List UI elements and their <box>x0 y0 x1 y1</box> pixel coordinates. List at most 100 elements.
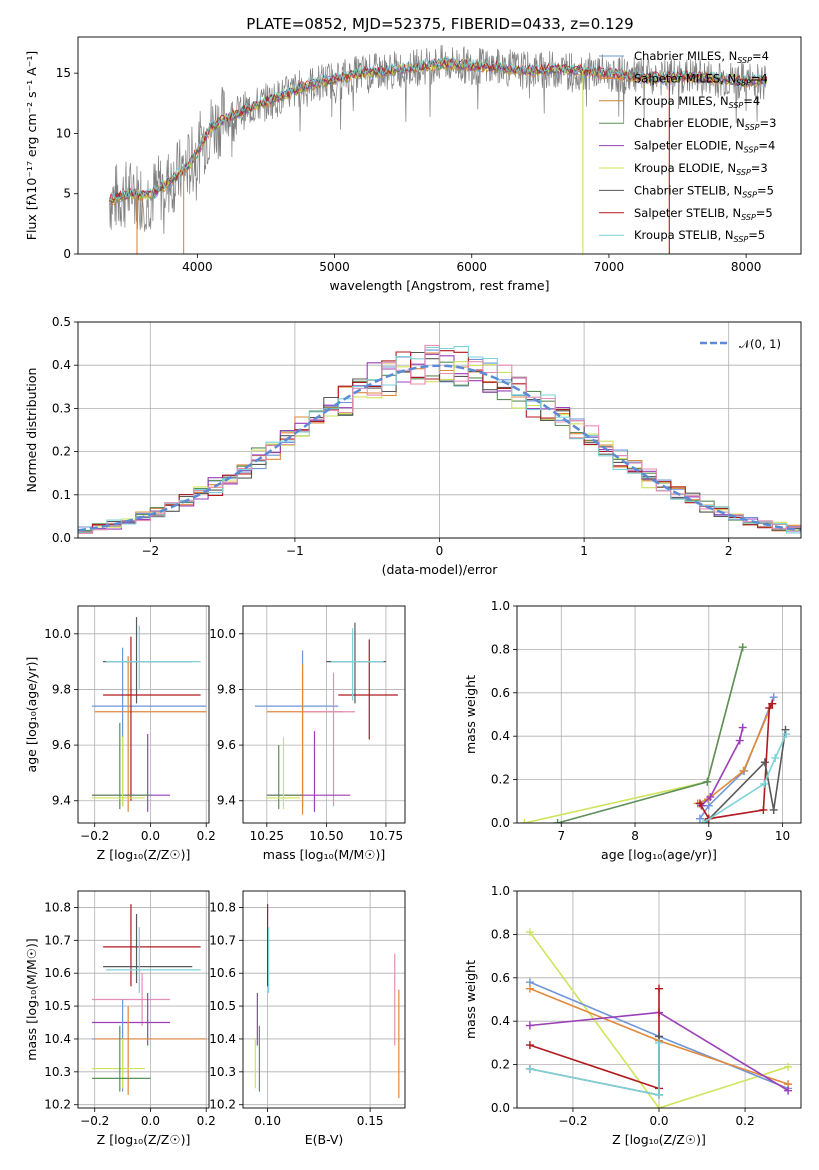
axes-frame <box>77 605 210 824</box>
y-axis-label: mass weight <box>463 960 478 1039</box>
axes-frame <box>77 890 210 1109</box>
plot-area <box>254 904 400 1099</box>
x-tick-label: 4000 <box>182 260 213 274</box>
x-tick-label: 0 <box>436 544 444 558</box>
legend: Chabrier MILES, NSSP=4 Salpeter MILES, NS… <box>599 49 776 244</box>
model-line-kroupa-elodie <box>109 57 768 203</box>
y-tick-label: 9.4 <box>52 794 71 808</box>
weight-marker <box>784 1062 793 1071</box>
panel-spectrum: 4000 5000 6000 7000 8000 0 5 10 15 wavelength [An… <box>24 36 802 293</box>
legend-label: Chabrier STELIB, NSSP=5 <box>634 183 774 199</box>
x-tick-label: −1 <box>286 544 304 558</box>
errorbar-point <box>91 722 151 810</box>
weight-line <box>529 1042 660 1096</box>
errorbar-point <box>91 1025 151 1092</box>
x-tick-label: 10 <box>775 829 790 843</box>
x-tick-label: 7 <box>557 829 565 843</box>
legend-label: 𝒩(0, 1) <box>739 337 781 351</box>
y-tick-label: 0.8 <box>491 642 510 656</box>
weight-marker <box>765 703 774 712</box>
weight-marker <box>695 799 704 808</box>
panel-residuals: −2 −1 0 1 2 0.0 0.1 0.2 0.3 0.4 0.5 (data-model)/er… <box>24 315 802 577</box>
y-tick-label: 10.0 <box>44 627 71 641</box>
plot-area <box>91 904 207 1095</box>
panel-age_vs_mass: 10.25 10.50 10.75 9.4 9.6 9.8 10.0 mass [log₁₀(… <box>209 605 406 862</box>
legend-label: Chabrier MILES, NSSP=4 <box>634 49 769 65</box>
weight-marker <box>655 1104 663 1108</box>
plot-area <box>520 643 791 823</box>
weight-marker <box>698 819 707 823</box>
errorbar-point <box>254 650 339 807</box>
y-tick-label: 10.4 <box>44 1032 71 1046</box>
legend-label: Kroupa MILES, NSSP=4 <box>634 94 760 110</box>
x-tick-label: 6000 <box>456 260 487 274</box>
y-tick-label: 9.6 <box>52 738 71 752</box>
y-axis-label: mass weight <box>463 675 478 754</box>
y-tick-label: 10.6 <box>44 966 71 980</box>
y-tick-label: 0.6 <box>491 686 510 700</box>
weight-marker <box>760 758 769 767</box>
y-tick-label: 0.1 <box>52 488 71 502</box>
errorbar-point <box>91 736 145 807</box>
axes-frame <box>242 890 406 1109</box>
weight-marker <box>704 801 713 810</box>
y-tick-label: 10.8 <box>44 900 71 914</box>
errorbar-point <box>326 622 386 704</box>
weight-marker <box>520 819 529 823</box>
axes-frame <box>77 321 802 539</box>
y-tick-label: 10.3 <box>209 1065 236 1079</box>
errorbar-point <box>91 973 170 1026</box>
y-tick-label: 10.7 <box>209 933 236 947</box>
x-axis-label: (data-model)/error <box>382 562 499 577</box>
y-tick-label: 0.4 <box>52 358 71 372</box>
legend-label: Salpeter MILES, NSSP=4 <box>634 71 768 87</box>
errorbar-point <box>91 999 207 1092</box>
weight-line <box>700 727 744 807</box>
weight-marker <box>768 699 777 708</box>
y-tick-label: 10.6 <box>209 966 236 980</box>
plot-area <box>91 617 207 812</box>
y-tick-label: 0.4 <box>491 729 510 743</box>
x-tick-label: 10.75 <box>369 829 403 843</box>
errorbar-point <box>105 927 201 993</box>
axes-frame <box>516 605 802 824</box>
x-tick-label: 9 <box>705 829 713 843</box>
errorbar-point <box>266 745 303 810</box>
weight-marker <box>784 1086 793 1095</box>
errorbar-point <box>103 914 193 984</box>
x-axis-label: Z [log₁₀(Z/Z☉)] <box>97 847 191 862</box>
errorbar-point <box>103 617 193 704</box>
weight-marker <box>735 736 744 745</box>
y-tick-label: 10.7 <box>44 933 71 947</box>
x-tick-label: 10.25 <box>250 829 284 843</box>
y-tick-label: 9.4 <box>217 794 236 808</box>
y-tick-label: 10.5 <box>44 999 71 1013</box>
errorbar-point <box>338 639 398 740</box>
y-tick-label: 0.8 <box>491 927 510 941</box>
legend-label: Kroupa STELIB, NSSP=5 <box>634 228 765 244</box>
weight-marker <box>771 753 780 762</box>
weight-line <box>702 733 787 823</box>
y-tick-label: 10.3 <box>44 1065 71 1079</box>
weight-marker <box>781 725 790 734</box>
axes-frame <box>77 36 802 255</box>
errorbar-point <box>91 1038 145 1089</box>
x-tick-label: 0.0 <box>649 1114 668 1128</box>
errorbar-point <box>91 992 170 1046</box>
y-axis-label: age [log₁₀(age/yr)] <box>24 657 39 773</box>
x-tick-label: 0.0 <box>141 1114 160 1128</box>
x-tick-label: −0.2 <box>80 829 109 843</box>
y-axis-label: Flux [fλ10⁻¹⁷ erg cm⁻² s⁻¹ A⁻¹] <box>24 51 39 240</box>
errorbar-point <box>331 628 384 701</box>
gaussian-curve <box>78 364 801 532</box>
weight-marker <box>525 984 534 993</box>
y-tick-label: 10.0 <box>209 627 236 641</box>
y-tick-label: 0.2 <box>491 773 510 787</box>
weight-marker <box>738 723 747 732</box>
y-tick-label: 0.5 <box>52 315 71 329</box>
weight-line <box>704 729 787 823</box>
weight-marker <box>655 1090 663 1099</box>
errorbar-point <box>105 625 201 690</box>
weight-marker <box>553 819 562 823</box>
weight-marker <box>782 730 791 739</box>
